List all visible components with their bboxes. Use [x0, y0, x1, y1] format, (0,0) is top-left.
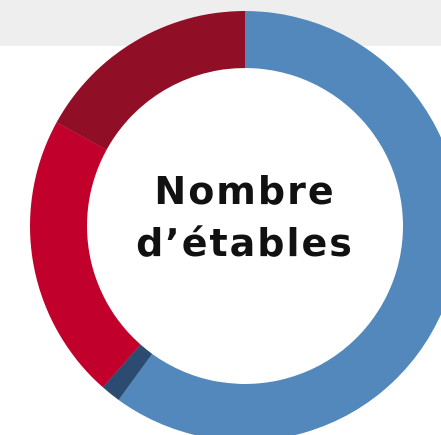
donut-segment	[56, 11, 246, 150]
chart-title: Nombre d’étables	[136, 169, 354, 265]
donut-segment	[29, 122, 141, 388]
donut-segment	[118, 11, 441, 435]
donut-segment	[102, 344, 153, 400]
